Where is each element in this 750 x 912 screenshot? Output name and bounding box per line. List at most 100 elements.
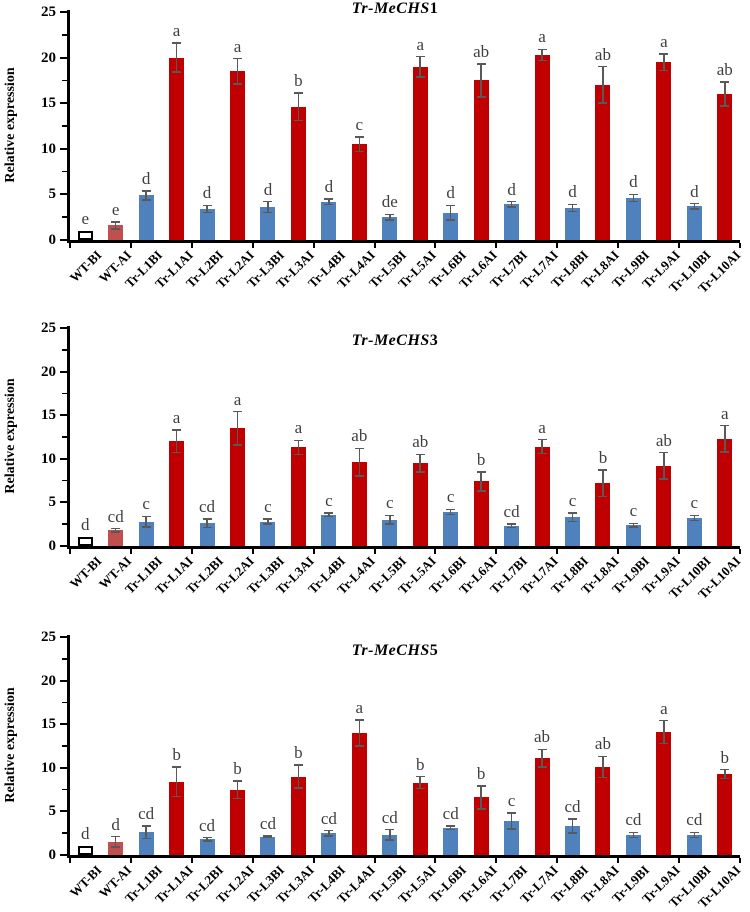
chart-title: Tr-MeCHS3 — [352, 332, 439, 350]
error-bar-cap-top — [233, 410, 242, 413]
error-bar-cap-bottom — [537, 452, 547, 455]
y-major-tick — [60, 854, 68, 856]
bar-Tr-L6AI — [473, 80, 489, 240]
error-bar-cap-bottom — [628, 836, 638, 839]
error-bar-cap-top — [476, 471, 486, 473]
x-axis-tick — [434, 243, 437, 248]
error-bar-line — [663, 53, 665, 71]
error-bar-line — [510, 201, 513, 208]
error-bar-cap-top — [446, 825, 456, 827]
error-bar-line — [328, 512, 330, 517]
error-bar-line — [632, 194, 635, 202]
error-bar-line — [480, 471, 482, 492]
significance-letter: cd — [138, 804, 155, 824]
error-bar-cap-bottom — [659, 69, 669, 72]
error-bar-cap-bottom — [263, 211, 273, 214]
y-major-tick — [60, 147, 68, 150]
error-bar-cap-bottom — [385, 839, 395, 841]
bar-Tr-L7BI — [504, 525, 520, 546]
bar-Tr-L1BI — [138, 195, 154, 240]
chart-title-gene: Tr-MeCHS — [351, 332, 430, 349]
bar-Tr-L10AI — [717, 94, 733, 240]
significance-letter: b — [172, 744, 181, 764]
y-tick-label: 25 — [41, 4, 56, 20]
significance-letter: cd — [503, 502, 520, 522]
significance-letter: ab — [473, 41, 490, 61]
error-bar-cap-top — [263, 200, 273, 203]
significance-letter: cd — [625, 810, 642, 830]
error-bar-cap-top — [598, 469, 608, 471]
error-bar-line — [541, 749, 543, 767]
error-bar-cap-bottom — [598, 495, 608, 498]
error-bar-cap-top — [537, 438, 547, 441]
x-axis-tick — [373, 243, 376, 248]
bar-Tr-L2BI — [199, 839, 215, 855]
error-bar-line — [449, 205, 452, 220]
significance-letter: a — [233, 389, 242, 409]
error-bar-line — [419, 454, 421, 472]
significance-letter: a — [294, 418, 303, 438]
error-bar-cap-bottom — [628, 526, 638, 528]
x-axis-tick — [312, 243, 315, 248]
y-major-tick — [60, 327, 68, 329]
x-axis-tick — [617, 858, 620, 863]
significance-letter: ab — [534, 727, 551, 747]
error-bar-cap-top — [720, 424, 730, 427]
y-minor-tick — [62, 170, 67, 173]
bar-Tr-L5AI — [412, 66, 428, 240]
x-axis-tick — [739, 858, 741, 863]
error-bar-line — [449, 509, 452, 515]
significance-letter: cd — [564, 797, 581, 817]
error-bar-cap-top — [446, 508, 456, 511]
bar-Tr-L3AI — [290, 776, 306, 855]
x-axis-tick — [190, 243, 193, 248]
significance-letter: e — [81, 208, 89, 228]
error-bar-cap-top — [568, 203, 577, 206]
significance-letter: cd — [107, 506, 124, 526]
error-bar-cap-bottom — [507, 206, 517, 208]
error-bar-line — [297, 765, 300, 788]
error-bar-cap-bottom — [476, 96, 486, 98]
bar-Tr-L6AI — [473, 797, 489, 855]
x-axis-tick — [556, 243, 559, 248]
bar-Tr-L8AI — [595, 766, 611, 855]
x-axis-tick — [434, 549, 437, 554]
chart-tr-mechs1: Tr-MeCHS1 Relative expression 0 5 10 15 20 25 e W… — [0, 0, 750, 304]
chart-title: Tr-MeCHS5 — [352, 642, 439, 660]
y-tick-label: 10 — [41, 140, 56, 157]
bar-Tr-L3BI — [260, 521, 276, 546]
bar-Tr-L8BI — [565, 517, 580, 546]
x-axis-tick — [69, 858, 71, 863]
bar-Tr-L9BI — [625, 834, 641, 855]
error-bar-line — [571, 819, 574, 834]
error-bar-line — [358, 448, 361, 477]
significance-letter: d — [111, 814, 120, 834]
error-bar-cap-top — [507, 200, 517, 203]
significance-letter: ab — [716, 60, 733, 80]
bar-Tr-L10AI — [717, 773, 733, 855]
error-bar-cap-bottom — [689, 208, 699, 210]
error-bar-cap-bottom — [476, 808, 486, 810]
y-tick-label: 0 — [48, 232, 57, 248]
bar-WT-AI — [108, 841, 124, 855]
error-bar-line — [510, 524, 513, 528]
error-bar-cap-top — [324, 829, 334, 832]
significance-letter: d — [202, 183, 212, 203]
error-bar-cap-top — [628, 522, 638, 525]
y-minor-tick — [62, 479, 67, 482]
error-bar-cap-top — [568, 512, 577, 514]
y-tick-label: 5 — [48, 186, 57, 203]
y-major-tick — [60, 679, 68, 682]
significance-letter: a — [538, 27, 546, 47]
significance-letter: a — [416, 34, 424, 54]
significance-letter: d — [446, 183, 455, 203]
error-bar-line — [267, 835, 269, 838]
error-bar-cap-top — [689, 831, 699, 834]
significance-letter: a — [172, 21, 181, 40]
x-axis-tick — [739, 243, 741, 248]
error-bar-line — [145, 190, 147, 200]
y-tick-label: 20 — [41, 672, 56, 689]
error-bar-cap-bottom — [141, 526, 151, 528]
x-axis-tick — [678, 243, 681, 248]
